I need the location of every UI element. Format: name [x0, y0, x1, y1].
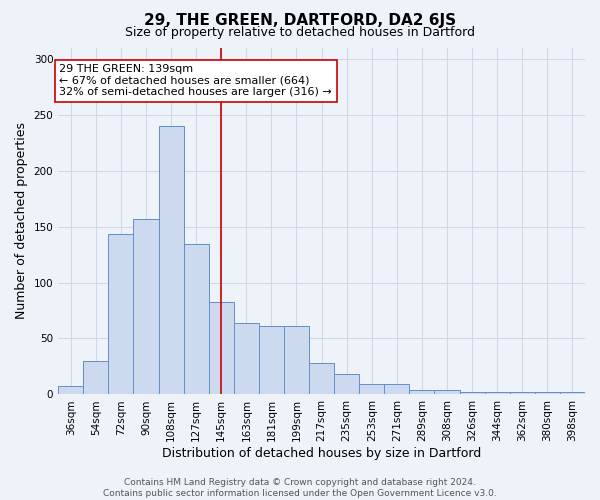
Bar: [83, 361, 109, 394]
Bar: [234, 323, 259, 394]
X-axis label: Distribution of detached houses by size in Dartford: Distribution of detached houses by size …: [162, 447, 481, 460]
Text: Size of property relative to detached houses in Dartford: Size of property relative to detached ho…: [125, 26, 475, 39]
Bar: [158, 126, 184, 394]
Bar: [309, 363, 334, 394]
Bar: [109, 234, 133, 394]
Bar: [485, 392, 510, 394]
Bar: [209, 302, 234, 394]
Bar: [284, 326, 309, 394]
Bar: [259, 326, 284, 394]
Bar: [434, 390, 460, 394]
Bar: [184, 244, 209, 394]
Bar: [133, 218, 158, 394]
Bar: [58, 386, 83, 394]
Bar: [560, 392, 585, 394]
Text: 29 THE GREEN: 139sqm
← 67% of detached houses are smaller (664)
32% of semi-deta: 29 THE GREEN: 139sqm ← 67% of detached h…: [59, 64, 332, 98]
Bar: [334, 374, 359, 394]
Bar: [460, 392, 485, 394]
Bar: [385, 384, 409, 394]
Text: 29, THE GREEN, DARTFORD, DA2 6JS: 29, THE GREEN, DARTFORD, DA2 6JS: [144, 12, 456, 28]
Bar: [510, 392, 535, 394]
Y-axis label: Number of detached properties: Number of detached properties: [15, 122, 28, 320]
Bar: [409, 390, 434, 394]
Text: Contains HM Land Registry data © Crown copyright and database right 2024.
Contai: Contains HM Land Registry data © Crown c…: [103, 478, 497, 498]
Bar: [359, 384, 385, 394]
Bar: [535, 392, 560, 394]
